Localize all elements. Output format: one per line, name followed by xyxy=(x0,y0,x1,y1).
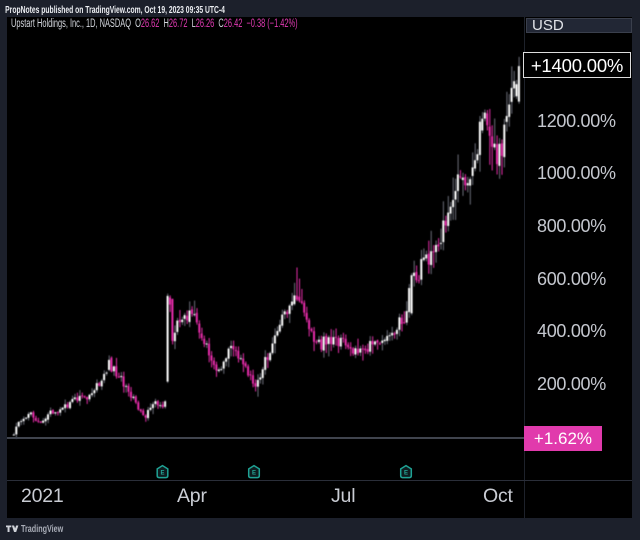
svg-text:E: E xyxy=(252,471,256,477)
svg-text:E: E xyxy=(160,471,164,477)
svg-text:E: E xyxy=(404,471,408,477)
